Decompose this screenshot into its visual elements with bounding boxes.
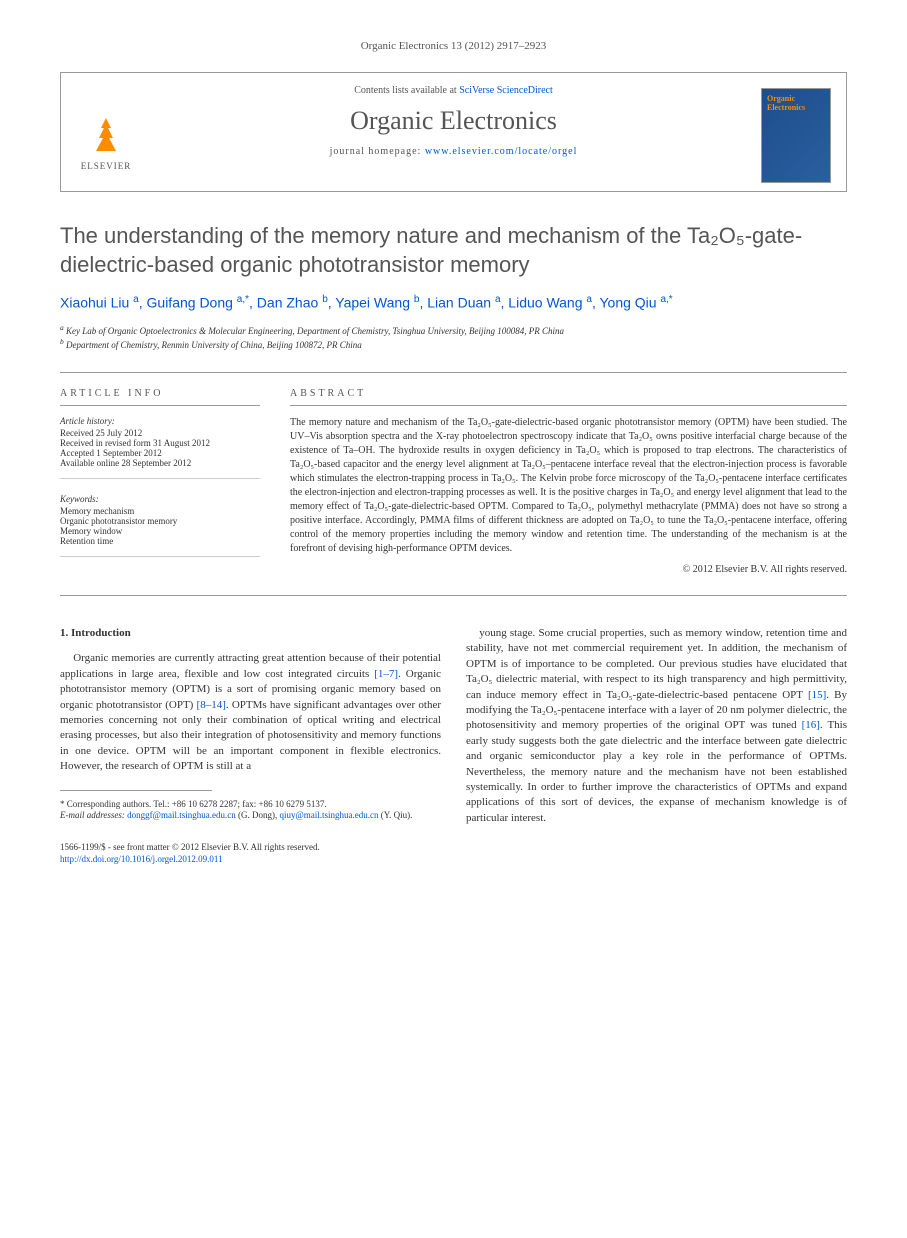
- body-paragraph: young stage. Some crucial properties, su…: [466, 626, 847, 826]
- cover-title: Organic Electronics: [767, 94, 825, 112]
- keyword: Organic phototransistor memory: [60, 516, 260, 526]
- corresponding-author-note: * Corresponding authors. Tel.: +86 10 62…: [60, 799, 441, 811]
- divider: [60, 372, 847, 373]
- info-abstract-row: ARTICLE INFO Article history: Received 2…: [60, 388, 847, 575]
- article-history-block: Article history: Received 25 July 2012 R…: [60, 416, 260, 479]
- doi-link[interactable]: http://dx.doi.org/10.1016/j.orgel.2012.0…: [60, 854, 223, 864]
- article-info-column: ARTICLE INFO Article history: Received 2…: [60, 388, 260, 575]
- article-info-heading: ARTICLE INFO: [60, 388, 260, 406]
- masthead-center: Contents lists available at SciVerse Sci…: [171, 85, 736, 157]
- reference-link[interactable]: [16]: [802, 719, 820, 731]
- contents-text: Contents lists available at: [354, 85, 459, 96]
- history-line: Received 25 July 2012: [60, 428, 260, 438]
- affiliation-b: b Department of Chemistry, Renmin Univer…: [60, 337, 847, 352]
- journal-masthead: ELSEVIER Contents lists available at Sci…: [60, 72, 847, 192]
- author-list: Xiaohui Liu a, Guifang Dong a,*, Dan Zha…: [60, 294, 847, 311]
- publisher-name: ELSEVIER: [76, 161, 136, 171]
- homepage-label: journal homepage:: [330, 146, 425, 157]
- section-heading: 1. Introduction: [60, 626, 441, 641]
- keyword: Memory window: [60, 526, 260, 536]
- page-footer: 1566-1199/$ - see front matter © 2012 El…: [60, 842, 441, 865]
- citation-text: Organic Electronics 13 (2012) 2917–2923: [361, 40, 547, 52]
- elsevier-tree-icon: [76, 113, 136, 161]
- article-title: The understanding of the memory nature a…: [60, 222, 847, 279]
- reference-link[interactable]: [15]: [808, 689, 826, 701]
- history-line: Accepted 1 September 2012: [60, 448, 260, 458]
- email-line: E-mail addresses: donggf@mail.tsinghua.e…: [60, 810, 441, 822]
- homepage-link[interactable]: www.elsevier.com/locate/orgel: [425, 146, 578, 157]
- footnote-divider: [60, 790, 212, 791]
- footnotes: * Corresponding authors. Tel.: +86 10 62…: [60, 799, 441, 822]
- keywords-label: Keywords:: [60, 494, 260, 504]
- affiliation-a: a Key Lab of Organic Optoelectronics & M…: [60, 323, 847, 338]
- running-header: Organic Electronics 13 (2012) 2917–2923: [60, 40, 847, 52]
- history-line: Received in revised form 31 August 2012: [60, 438, 260, 448]
- divider: [60, 595, 847, 596]
- email-name: (Y. Qiu).: [381, 810, 413, 820]
- email-label: E-mail addresses:: [60, 810, 125, 820]
- abstract-copyright: © 2012 Elsevier B.V. All rights reserved…: [290, 564, 847, 575]
- journal-cover-thumbnail: Organic Electronics: [761, 88, 831, 183]
- contents-available-line: Contents lists available at SciVerse Sci…: [171, 85, 736, 96]
- author-email-link[interactable]: qiuy@mail.tsinghua.edu.cn: [279, 810, 378, 820]
- history-line: Available online 28 September 2012: [60, 458, 260, 468]
- keyword: Retention time: [60, 536, 260, 546]
- body-paragraph: Organic memories are currently attractin…: [60, 651, 441, 774]
- sciencedirect-link[interactable]: SciVerse ScienceDirect: [459, 85, 553, 96]
- keyword: Memory mechanism: [60, 506, 260, 516]
- body-column-left: 1. Introduction Organic memories are cur…: [60, 626, 441, 865]
- reference-link[interactable]: [8–14]: [197, 699, 226, 711]
- keywords-block: Keywords: Memory mechanism Organic photo…: [60, 494, 260, 557]
- affiliations: a Key Lab of Organic Optoelectronics & M…: [60, 323, 847, 352]
- abstract-column: ABSTRACT The memory nature and mechanism…: [290, 388, 847, 575]
- email-name: (G. Dong),: [238, 810, 277, 820]
- reference-link[interactable]: [1–7]: [374, 668, 398, 680]
- homepage-line: journal homepage: www.elsevier.com/locat…: [171, 146, 736, 157]
- issn-line: 1566-1199/$ - see front matter © 2012 El…: [60, 842, 441, 854]
- abstract-text: The memory nature and mechanism of the T…: [290, 416, 847, 556]
- body-column-right: young stage. Some crucial properties, su…: [466, 626, 847, 865]
- history-label: Article history:: [60, 416, 260, 426]
- journal-name: Organic Electronics: [171, 106, 736, 136]
- author-email-link[interactable]: donggf@mail.tsinghua.edu.cn: [127, 810, 236, 820]
- elsevier-logo: ELSEVIER: [76, 113, 136, 171]
- abstract-heading: ABSTRACT: [290, 388, 847, 406]
- body-two-column: 1. Introduction Organic memories are cur…: [60, 626, 847, 865]
